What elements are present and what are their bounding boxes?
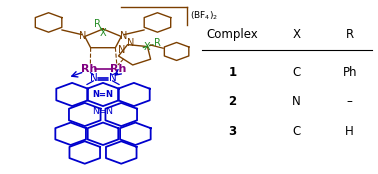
Text: N: N <box>108 73 116 83</box>
Text: Ph: Ph <box>342 66 357 79</box>
Text: N: N <box>127 38 135 48</box>
Text: X: X <box>293 28 301 41</box>
Text: 2: 2 <box>228 95 237 108</box>
Text: N: N <box>90 73 98 83</box>
Text: –: – <box>347 95 353 108</box>
Text: N=N: N=N <box>93 90 113 99</box>
Text: N: N <box>79 31 86 41</box>
Text: Complex: Complex <box>207 28 258 41</box>
Text: R: R <box>345 28 354 41</box>
Text: N: N <box>118 45 125 55</box>
Text: (BF$_4$)$_2$: (BF$_4$)$_2$ <box>191 10 218 22</box>
Text: 3: 3 <box>228 125 237 138</box>
Text: Rh: Rh <box>110 64 127 74</box>
Text: N: N <box>120 31 127 41</box>
Text: N: N <box>292 95 301 108</box>
Text: 1: 1 <box>228 66 237 79</box>
Text: Rh: Rh <box>81 64 97 74</box>
Text: C: C <box>293 125 301 138</box>
Text: C: C <box>293 66 301 79</box>
Text: R: R <box>154 38 161 48</box>
Text: X: X <box>143 42 150 52</box>
Text: X: X <box>100 28 106 38</box>
Text: N=N: N=N <box>93 107 113 116</box>
Text: R: R <box>94 19 101 29</box>
Text: H: H <box>345 125 354 138</box>
